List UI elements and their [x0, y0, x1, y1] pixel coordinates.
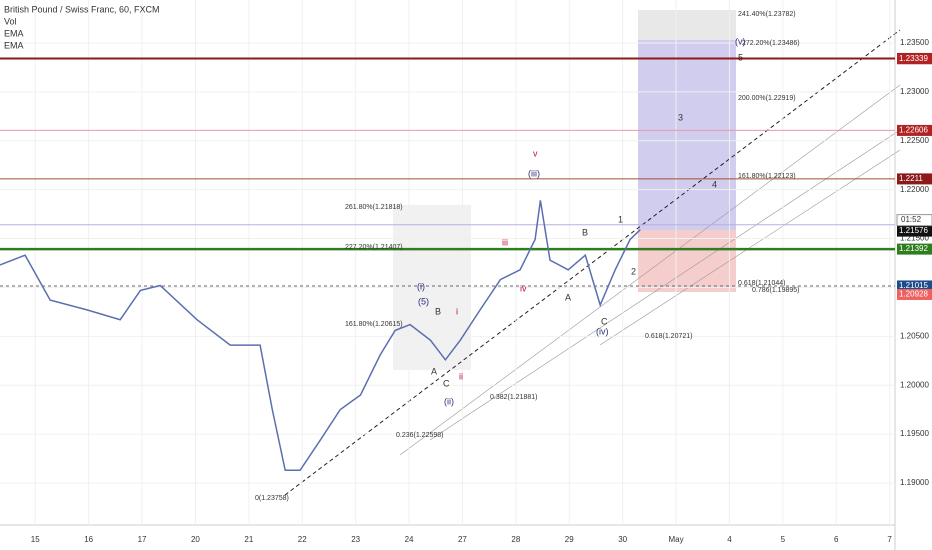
wave-label: 5: [738, 52, 743, 62]
symbol: British Pound / Swiss Franc, 60, FXCM: [4, 4, 160, 14]
wave-label: iii: [502, 237, 508, 247]
channel-line: [399, 84, 901, 456]
price-tag: [897, 288, 932, 300]
x-tick-label: 6: [834, 535, 839, 544]
price-tag: [897, 53, 932, 65]
fib-label: 261.80%(1.21818): [345, 204, 403, 211]
fib-label: 272.20%(1.23486): [742, 40, 800, 47]
price-tag-label: 1.21576: [899, 226, 928, 235]
price-tag: [897, 124, 932, 136]
wave-label: (v): [735, 36, 746, 46]
channel-line: [429, 129, 901, 441]
channel-line: [599, 149, 901, 346]
fib-label: 200.00%(1.22919): [738, 95, 796, 102]
countdown: 01:52: [901, 215, 922, 224]
fib-label: 0.786(1.19895): [752, 287, 799, 294]
y-tick-label: 1.23000: [900, 87, 929, 96]
price-tag-label: 1.23339: [899, 54, 928, 63]
x-tick-label: 27: [458, 535, 467, 544]
wave-label: 2: [631, 266, 636, 276]
wave-label: 1: [618, 214, 623, 224]
wave-label: (ii): [444, 396, 454, 406]
x-tick-label: 16: [84, 535, 93, 544]
price-tag: [897, 173, 932, 185]
price-tag: [897, 225, 932, 237]
indicator: Vol: [4, 16, 17, 26]
x-tick-label: 22: [298, 535, 307, 544]
fib-label: 0.382(1.21881): [490, 394, 537, 401]
fib-label: 161.80%(1.20615): [345, 321, 403, 328]
wave-label: C: [601, 316, 608, 326]
wave-label: ii: [459, 371, 463, 381]
price-line: [0, 200, 641, 472]
x-tick-label: May: [668, 535, 683, 544]
wave-label: v: [533, 148, 538, 158]
wave-label: 3: [678, 112, 683, 122]
wave-label: (iv): [596, 326, 609, 336]
stop-box: [638, 230, 736, 292]
price-tag-label: 1.2211: [899, 174, 923, 183]
y-tick-label: 1.23500: [900, 38, 929, 47]
fib-label: 161.80%(1.22123): [738, 173, 796, 180]
x-tick-label: 28: [511, 535, 520, 544]
x-tick-label: 4: [727, 535, 732, 544]
x-tick-label: 24: [405, 535, 414, 544]
x-tick-label: 29: [565, 535, 574, 544]
x-tick-label: 5: [781, 535, 786, 544]
price-tag-label: 1.22606: [899, 126, 928, 135]
fib-label: 0.618(1.20721): [645, 333, 692, 340]
price-tag: [897, 243, 932, 255]
x-tick-label: 20: [191, 535, 200, 544]
y-tick-label: 1.20000: [900, 380, 929, 389]
indicator: EMA: [4, 28, 24, 38]
x-tick-label: 17: [138, 535, 147, 544]
fib-label: 0(1.23758): [255, 495, 289, 502]
y-tick-label: 1.19500: [900, 429, 929, 438]
y-tick-label: 1.21500: [900, 234, 929, 243]
x-tick-label: 15: [31, 535, 40, 544]
price-tag: [897, 280, 932, 292]
y-tick-label: 1.19000: [900, 478, 929, 487]
wave-label: C: [443, 378, 450, 388]
wave-label: (iii): [528, 168, 540, 178]
fib-label: 241.40%(1.23782): [738, 11, 796, 18]
wave-label: B: [435, 306, 441, 316]
y-tick-label: 1.22500: [900, 136, 929, 145]
countdown-tag: [896, 214, 932, 227]
indicator: EMA: [4, 40, 24, 50]
wave-label: 4: [712, 179, 717, 189]
fib-label: 0.618(1.21044): [738, 280, 785, 287]
wave-label: (5): [418, 296, 429, 306]
wave-label: iv: [520, 283, 527, 293]
y-tick-label: 1.20500: [900, 331, 929, 340]
x-tick-label: 21: [244, 535, 253, 544]
trend-line: [284, 29, 901, 496]
wave-label: B: [582, 227, 588, 237]
wave-label: A: [565, 292, 571, 302]
price-tag-label: 1.20928: [899, 290, 928, 299]
x-tick-label: 30: [618, 535, 627, 544]
fib-label: 227.20%(1.21407): [345, 244, 403, 251]
fib-box: [638, 10, 736, 40]
x-tick-label: 23: [351, 535, 360, 544]
wave-label: A: [431, 366, 437, 376]
price-tag-label: 1.21392: [899, 244, 928, 253]
fib-label: 0.236(1.22598): [396, 432, 443, 439]
y-tick-label: 1.22000: [900, 185, 929, 194]
price-tag-label: 1.21015: [899, 281, 928, 290]
wave-label: i: [456, 306, 458, 316]
x-tick-label: 7: [887, 535, 892, 544]
wave-label: (i): [417, 281, 425, 291]
target-box: [638, 40, 736, 230]
